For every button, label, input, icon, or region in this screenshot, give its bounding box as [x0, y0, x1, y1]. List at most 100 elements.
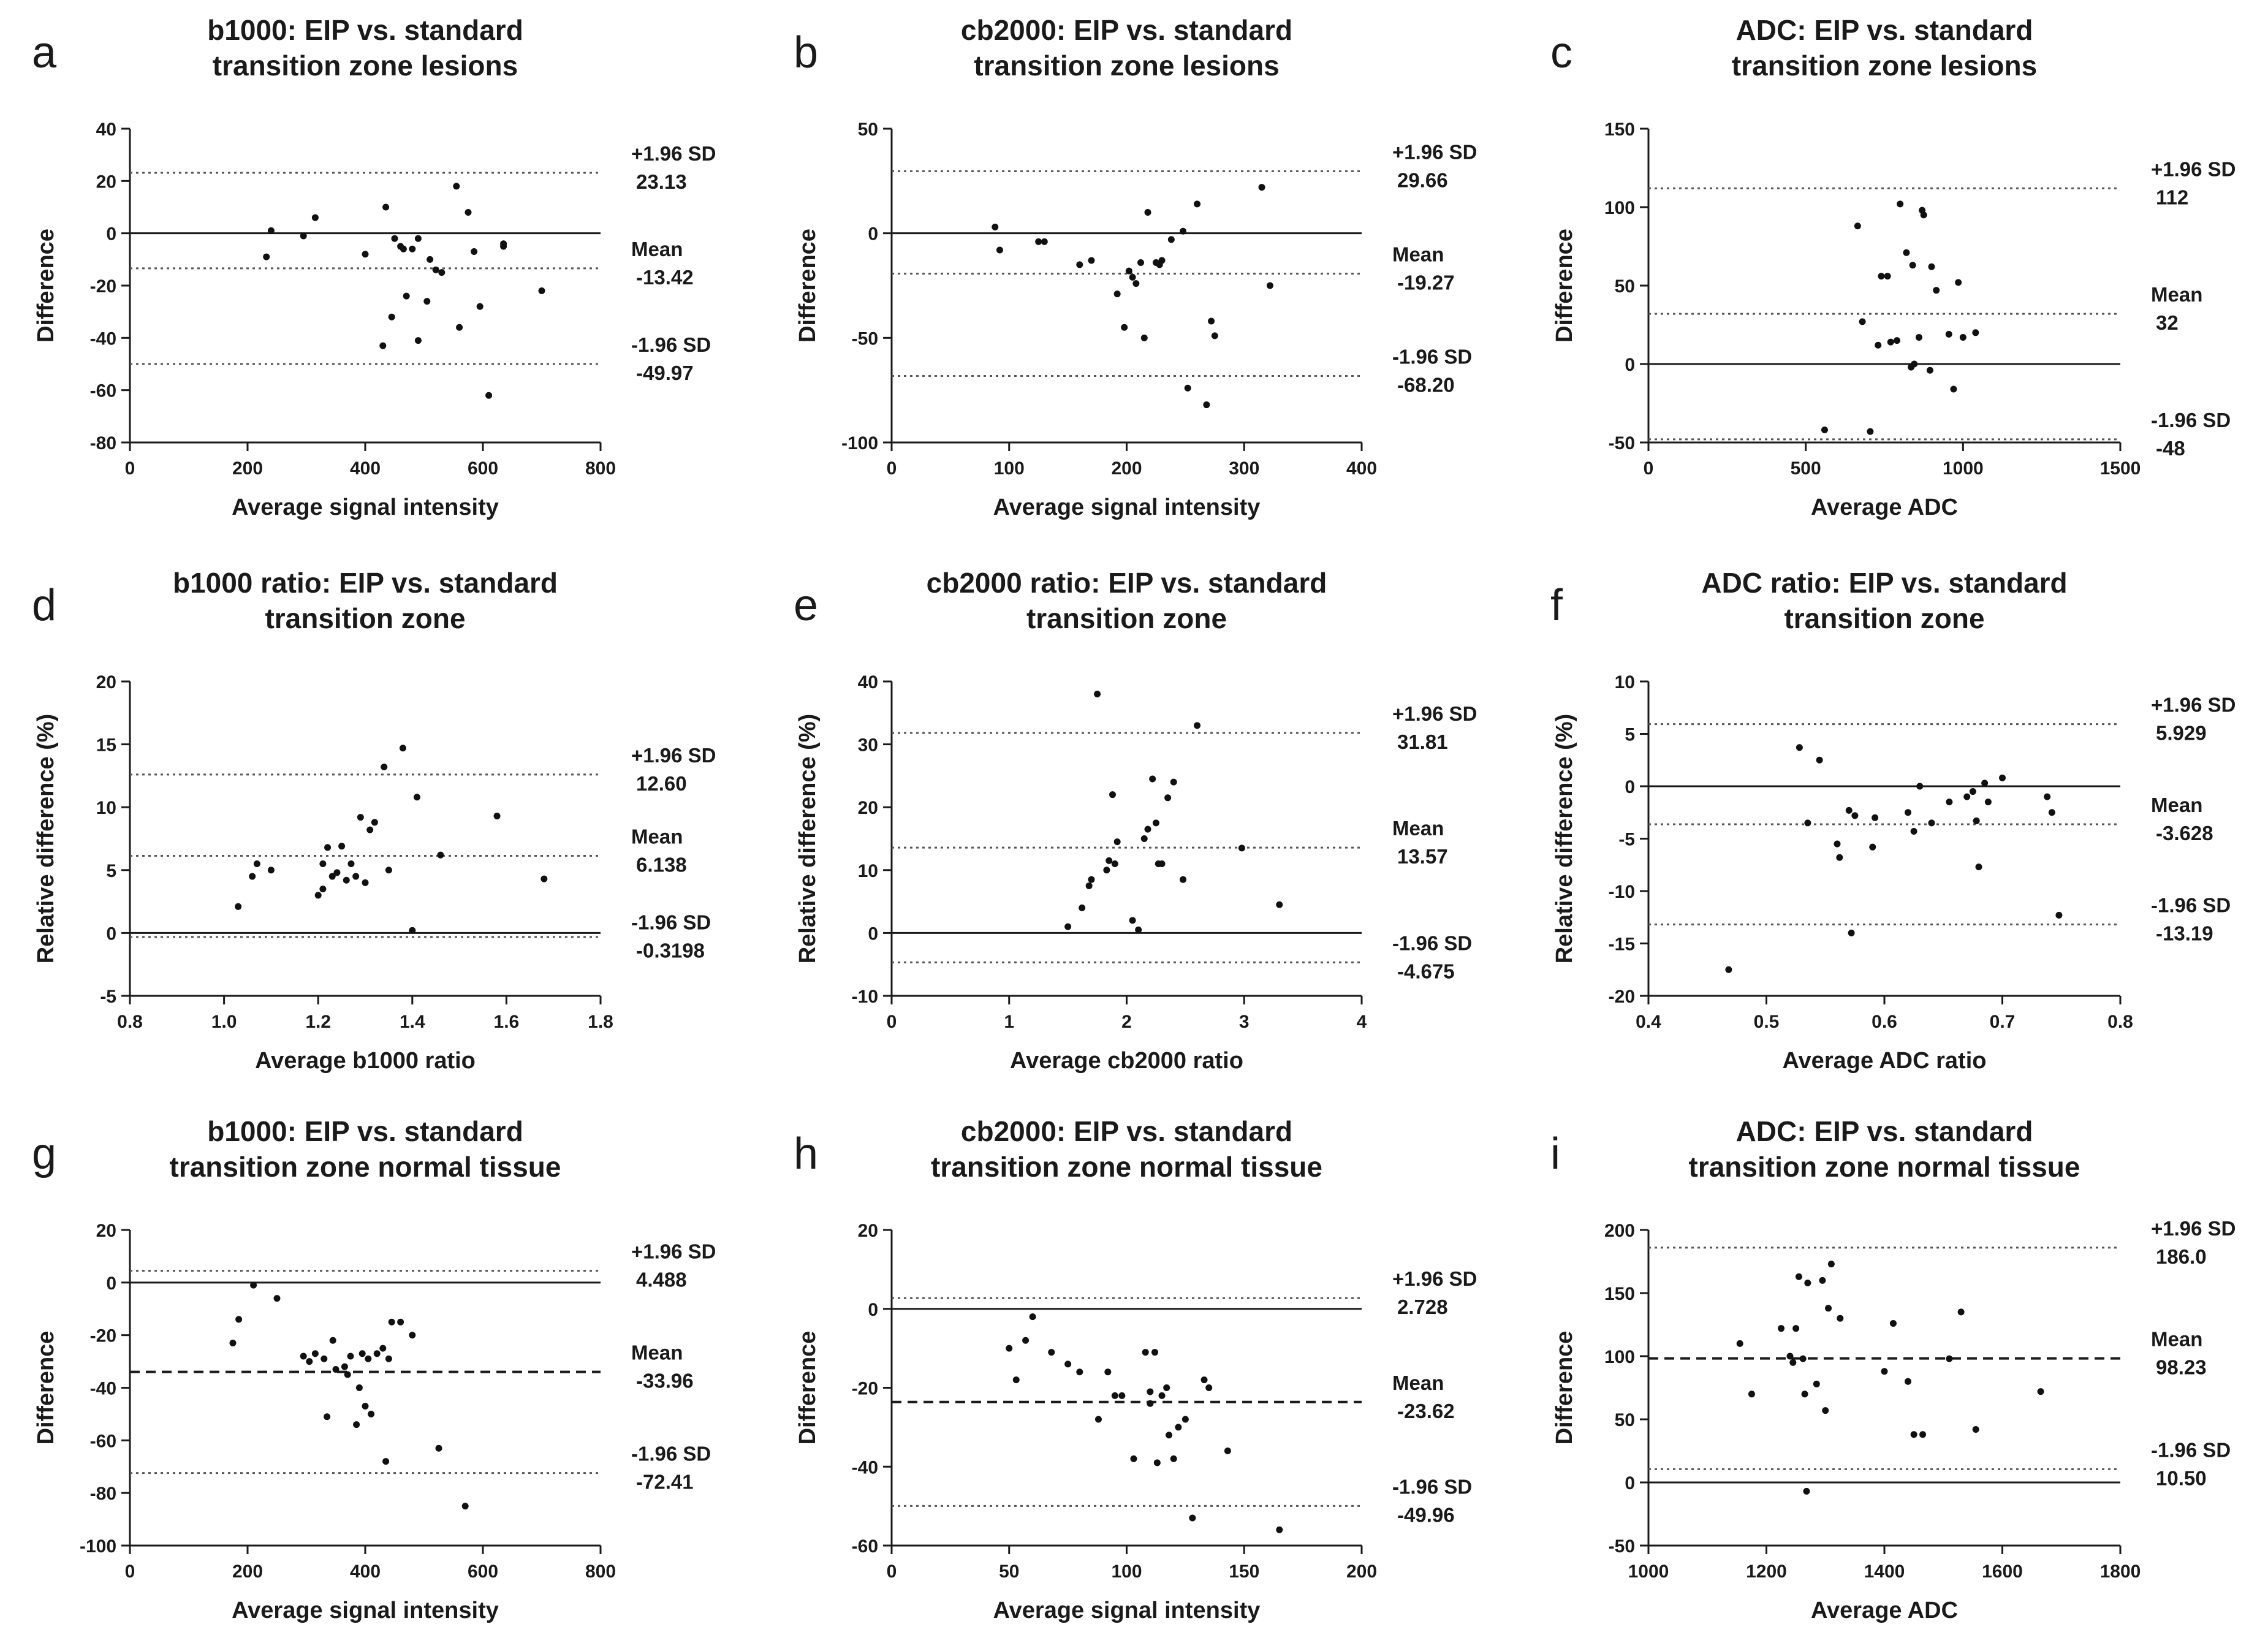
chart-title: transition zone lesions — [1732, 50, 2037, 82]
y-tick-label: -60 — [90, 1431, 116, 1451]
y-tick-label: -40 — [90, 1379, 116, 1399]
x-tick-label: 400 — [350, 458, 381, 479]
x-tick-label: 400 — [350, 1561, 381, 1582]
y-tick-label: 50 — [858, 120, 878, 140]
chart-title: ADC: EIP vs. standard — [1736, 14, 2033, 46]
data-point — [1224, 1448, 1231, 1454]
data-point — [1957, 1308, 1965, 1316]
y-tick-label: 0 — [1625, 1473, 1635, 1493]
y-axis-label: Difference — [33, 229, 59, 343]
data-point — [1933, 287, 1940, 294]
upper-loa-label: +1.96 SD — [1392, 1267, 1477, 1290]
panel-h: h cb2000: EIP vs. standard transition zone… — [794, 1115, 1477, 1623]
data-point — [1795, 1273, 1802, 1280]
mean-label: -13.42 — [636, 266, 694, 289]
x-tick-label: 1.8 — [588, 1012, 613, 1032]
data-point — [353, 1421, 360, 1429]
chart-title: transition zone — [1026, 602, 1227, 634]
y-tick-label: 20 — [96, 1221, 116, 1241]
data-point — [1910, 1431, 1917, 1438]
mean-label: Mean — [1392, 243, 1444, 265]
data-point — [1981, 780, 1989, 787]
x-tick-label: 1.2 — [305, 1012, 331, 1032]
lower-loa-label: -1.96 SD — [1392, 1475, 1472, 1498]
x-tick-label: 1 — [1004, 1012, 1014, 1032]
upper-loa-label: +1.96 SD — [1392, 702, 1477, 725]
upper-loa-label: 5.929 — [2156, 722, 2207, 745]
data-point — [1851, 812, 1859, 819]
x-tick-label: 1000 — [1628, 1561, 1669, 1582]
data-point — [1121, 324, 1128, 331]
data-point — [344, 1371, 351, 1378]
x-tick-label: 100 — [994, 458, 1025, 479]
y-tick-label: 30 — [858, 735, 878, 756]
upper-loa-label: 23.13 — [636, 170, 687, 193]
data-point — [328, 873, 336, 880]
y-tick-label: -10 — [852, 987, 878, 1007]
x-axis-label: Average signal intensity — [232, 495, 499, 520]
data-point — [1022, 1337, 1030, 1344]
data-point — [1887, 338, 1894, 346]
x-tick-label: 200 — [232, 458, 263, 479]
x-tick-label: 200 — [1346, 1561, 1377, 1582]
y-tick-label: 0 — [106, 1273, 116, 1294]
data-point — [1848, 929, 1855, 936]
chart-title: transition zone normal tissue — [170, 1151, 561, 1183]
y-axis-label: Difference — [1552, 1331, 1577, 1445]
y-tick-label: 150 — [1604, 1284, 1635, 1304]
data-point — [1845, 806, 1853, 814]
y-tick-label: -50 — [852, 328, 878, 349]
data-point — [1238, 844, 1245, 852]
data-point — [1878, 273, 1885, 280]
data-point — [1140, 334, 1148, 341]
data-point — [365, 1355, 372, 1362]
data-point — [1825, 1305, 1832, 1312]
upper-loa-label: +1.96 SD — [631, 142, 716, 165]
data-point — [1106, 857, 1113, 864]
data-point — [250, 1281, 257, 1289]
data-point — [1184, 384, 1191, 392]
data-point — [319, 886, 327, 893]
data-point — [368, 1410, 375, 1417]
mean-label: -33.96 — [636, 1370, 694, 1392]
data-point — [1094, 691, 1101, 698]
data-point — [379, 342, 387, 349]
x-axis-label: Average cb2000 ratio — [1010, 1048, 1243, 1074]
data-point — [1152, 819, 1159, 827]
data-point — [1959, 333, 1966, 341]
y-tick-label: -5 — [100, 987, 116, 1007]
data-point — [1180, 227, 1187, 235]
data-point — [1972, 329, 1979, 336]
data-point — [1819, 1277, 1826, 1284]
upper-loa-label: +1.96 SD — [631, 744, 716, 767]
data-point — [1129, 917, 1136, 924]
data-point — [1258, 184, 1265, 191]
mean-label: Mean — [631, 825, 683, 848]
data-point — [355, 1384, 363, 1391]
data-point — [1799, 1355, 1807, 1362]
data-point — [2044, 793, 2051, 800]
y-tick-label: -60 — [90, 381, 116, 401]
chart-title: cb2000 ratio: EIP vs. standard — [927, 567, 1327, 599]
mean-label: Mean — [1392, 817, 1444, 840]
y-axis-label: Relative difference (%) — [795, 714, 821, 964]
data-point — [397, 1318, 404, 1326]
data-point — [2055, 911, 2063, 919]
data-point — [1796, 744, 1803, 751]
lower-loa-label: -0.3198 — [636, 939, 705, 962]
data-point — [1113, 838, 1121, 846]
lower-loa-label: -49.97 — [636, 362, 694, 384]
data-point — [1012, 1376, 1020, 1384]
data-point — [388, 313, 395, 321]
x-tick-label: 150 — [1229, 1561, 1259, 1582]
data-point — [1144, 825, 1151, 833]
data-point — [235, 1316, 243, 1323]
y-axis-label: Difference — [795, 1331, 821, 1445]
x-tick-label: 3 — [1239, 1012, 1250, 1032]
data-point — [1910, 828, 1917, 835]
data-point — [1076, 1368, 1083, 1376]
data-point — [1094, 1416, 1102, 1423]
data-point — [362, 251, 369, 258]
y-tick-label: 0 — [106, 924, 116, 944]
data-point — [357, 814, 364, 821]
